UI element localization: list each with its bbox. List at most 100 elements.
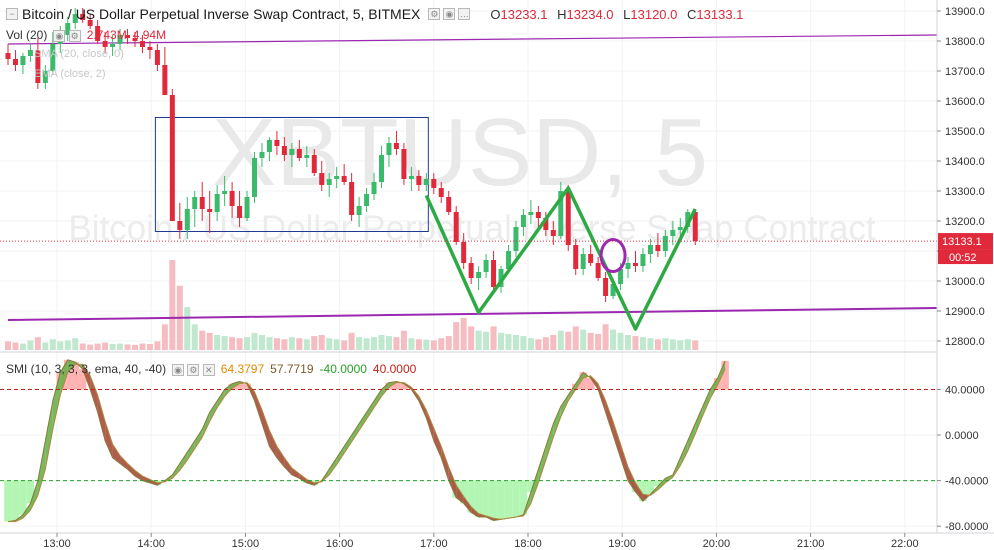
candle-body	[304, 155, 310, 158]
settings-icon[interactable]: ⚙	[428, 8, 441, 20]
smi-visibility-icon[interactable]: ◉	[172, 364, 185, 376]
smi-tick-label: 40.0000	[945, 384, 985, 396]
smi-fill	[37, 440, 46, 496]
volume-bar	[139, 343, 146, 350]
smi-fill	[202, 412, 210, 438]
consolidation-rectangle	[154, 117, 429, 232]
visibility-icon[interactable]: ◉	[443, 8, 456, 20]
candle-body	[588, 254, 594, 263]
smi-fill	[366, 400, 375, 420]
volume-bar	[587, 332, 594, 350]
candle-body	[513, 227, 519, 251]
candle-body	[408, 176, 414, 179]
time-axis-background	[0, 533, 994, 550]
candle-body	[289, 149, 295, 155]
volume-bar	[393, 337, 400, 350]
volume-bar	[378, 335, 385, 350]
hidden-ma1-label[interactable]: SMA (20, close, 0)	[34, 48, 124, 60]
candle-body	[468, 263, 474, 278]
volume-bar	[684, 339, 691, 350]
candle-body	[356, 206, 362, 215]
low-key: L	[623, 6, 631, 22]
candle-body	[431, 179, 437, 188]
volume-bar	[460, 317, 467, 350]
candle-body	[27, 50, 33, 56]
candle-body	[461, 242, 467, 263]
volume-bar	[94, 343, 101, 350]
volume-bar	[692, 340, 699, 350]
volume-settings-icon[interactable]: ⚙	[68, 30, 81, 42]
smi-fill	[284, 457, 292, 475]
candle-body	[296, 149, 302, 158]
price-pattern-line	[424, 186, 697, 331]
smi-tick-label: 0.0000	[945, 430, 979, 442]
candle-body	[655, 245, 661, 251]
volume-bar	[527, 338, 534, 350]
candle-body	[558, 191, 564, 236]
more-icon[interactable]: …	[458, 8, 471, 20]
volume-bar	[5, 341, 11, 350]
candle-body	[80, 14, 86, 20]
smi-settings-icon[interactable]: ⚙	[187, 364, 200, 376]
volume-bar	[632, 336, 639, 350]
volume-bar	[214, 335, 221, 350]
last-price-label: 13133.1	[942, 236, 982, 248]
volume-bar	[572, 326, 579, 350]
candle-body	[393, 143, 399, 149]
collapse-icon[interactable]: −	[6, 8, 18, 20]
smi-fill	[575, 372, 584, 390]
price-tick-label: 13800.0	[945, 36, 985, 48]
volume-bar	[161, 324, 168, 350]
volume-label[interactable]: Vol (20)	[6, 28, 48, 42]
candle-body	[87, 20, 93, 26]
candle-body	[662, 236, 668, 251]
volume-bar	[169, 260, 176, 350]
candle-body	[207, 209, 213, 212]
candle-body	[110, 44, 116, 47]
candle-body	[364, 194, 370, 206]
smi-fill	[120, 455, 128, 470]
smi-fill	[269, 430, 277, 458]
volume-bar	[565, 331, 572, 350]
candle-body	[229, 191, 235, 206]
volume-value-2: 4.94M	[132, 28, 167, 42]
volume-bar	[146, 344, 153, 350]
candle-body	[244, 197, 250, 218]
smi-fill	[620, 444, 629, 481]
smi-tick-label: -80.0000	[945, 521, 988, 533]
oversold-zone	[497, 480, 505, 520]
smi-line	[7, 359, 726, 523]
candle-body	[498, 269, 504, 287]
price-axis-background	[937, 0, 994, 533]
smi-label[interactable]: SMI (10, 3, 3, 3, ema, 40, -40)	[6, 362, 167, 376]
volume-bar	[229, 337, 236, 350]
candle-body	[610, 284, 616, 296]
candle-body	[528, 212, 534, 215]
overbought-zone	[586, 378, 595, 390]
volume-bar	[654, 339, 661, 350]
candle-body	[132, 38, 138, 41]
smi-fill	[261, 409, 270, 447]
volume-bar	[326, 338, 333, 350]
smi-fill	[374, 389, 382, 408]
hidden-ma2-label[interactable]: EMA (close, 2)	[34, 68, 106, 80]
volume-bar	[610, 329, 617, 350]
time-tick-label: 17:00	[420, 538, 448, 550]
volume-bar	[191, 324, 198, 350]
candle-body	[632, 263, 638, 266]
smi-value-1: 64.3797	[220, 362, 265, 376]
volume-legend: Vol (20) ◉ ⚙ 2.743M 4.94M	[6, 28, 166, 42]
volume-bar	[154, 341, 161, 350]
volume-bar	[12, 342, 19, 350]
smi-fill	[530, 469, 539, 504]
volume-visibility-icon[interactable]: ◉	[53, 30, 66, 42]
volume-bar	[244, 337, 251, 350]
smi-fill	[105, 421, 113, 458]
volume-bar	[34, 337, 41, 350]
smi-close-icon[interactable]: ✕	[202, 364, 215, 376]
symbol-title[interactable]: Bitcoin / US Dollar Perpetual Inverse Sw…	[22, 6, 421, 22]
overbought-zone	[71, 362, 79, 390]
volume-bar	[415, 339, 422, 350]
candle-body	[476, 272, 482, 278]
